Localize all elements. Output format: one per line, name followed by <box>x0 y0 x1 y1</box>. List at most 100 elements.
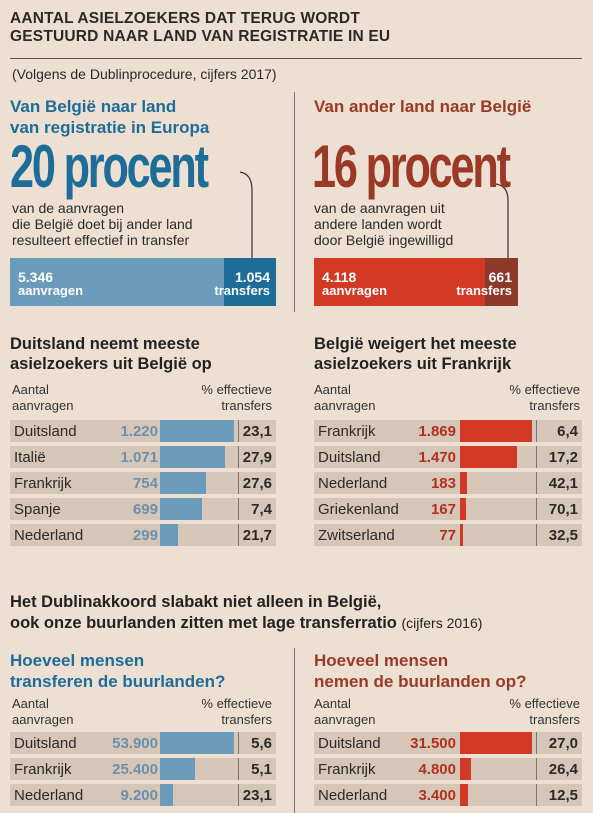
left-mid-heading: Duitsland neemt meeste asielzoekers uit … <box>10 334 212 374</box>
left-top-requests-bar <box>10 258 224 306</box>
left-mid-heading-line-2: asielzoekers uit België op <box>10 355 212 373</box>
right-bottom-col2-line-1: % effectieve <box>509 696 580 711</box>
request-count: 4.800 <box>418 761 456 778</box>
right-top-requests-bar <box>314 258 485 306</box>
left-bottom-col1-line-2: aanvragen <box>12 712 74 727</box>
country-name: Griekenland <box>318 501 399 518</box>
transfer-percentage: 5,1 <box>251 761 272 778</box>
right-bottom-heading: Hoeveel mensen nemen de buurlanden op? <box>314 650 527 692</box>
left-top-big-number: 20 procent <box>10 133 209 200</box>
left-bottom-col2: % effectieve transfers <box>172 696 272 728</box>
request-count: 1.470 <box>418 449 456 466</box>
mid-banner: Het Dublinakkoord slabakt niet alleen in… <box>10 592 482 634</box>
left-bottom-heading: Hoeveel mensen transferen de buurlanden? <box>10 650 225 692</box>
bar <box>460 420 532 442</box>
table-row: Frankrijk 1.869 6,4 <box>314 420 582 442</box>
country-name: Frankrijk <box>14 475 72 492</box>
request-count: 183 <box>430 475 456 492</box>
request-count: 754 <box>132 475 158 492</box>
right-bottom-heading-line-1: Hoeveel mensen <box>314 651 449 670</box>
right-mid-col2-line-1: % effectieve <box>509 382 580 397</box>
column-separator <box>238 732 239 754</box>
column-separator <box>238 498 239 520</box>
left-mid-col2-line-2: transfers <box>221 398 272 413</box>
column-separator <box>238 524 239 546</box>
table-row: Italië 1.071 27,9 <box>10 446 276 468</box>
left-mid-col1-line-1: Aantal <box>12 382 49 397</box>
country-name: Nederland <box>318 787 388 804</box>
left-mid-col2-line-1: % effectieve <box>201 382 272 397</box>
bar <box>160 446 225 468</box>
transfer-percentage: 32,5 <box>548 527 578 544</box>
country-name: Duitsland <box>318 735 381 752</box>
column-separator <box>536 732 537 754</box>
bar <box>160 472 206 494</box>
left-top-heading: Van België naar land van registratie in … <box>10 96 209 138</box>
table-row: Griekenland 167 70,1 <box>314 498 582 520</box>
column-separator <box>536 758 537 780</box>
right-mid-heading-line-2: asielzoekers uit Frankrijk <box>314 355 512 373</box>
left-top-bar: 5.346 aanvragen 1.054 transfers <box>10 258 276 306</box>
left-top-description: van de aanvragen die België doet bij and… <box>12 200 193 248</box>
right-top-transfers-value: 661 <box>488 269 512 285</box>
right-mid-col2: % effectieve transfers <box>478 382 580 414</box>
bar <box>160 420 234 442</box>
mid-banner-line-2-main: ook onze buurlanden zitten met lage tran… <box>10 614 397 632</box>
right-top-transfers-label: 661 transfers <box>456 270 512 298</box>
right-bottom-col2-line-2: transfers <box>529 712 580 727</box>
left-mid-col1-line-2: aanvragen <box>12 398 74 413</box>
right-top-desc-line-3: door België ingewilligd <box>314 232 454 248</box>
bar <box>460 472 467 494</box>
left-top-desc-line-1: van de aanvragen <box>12 200 125 216</box>
left-top-requests-text: aanvragen <box>18 283 84 298</box>
table-row: Duitsland 31.500 27,0 <box>314 732 582 754</box>
left-bottom-col1: Aantal aanvragen <box>12 696 73 728</box>
left-top-desc-line-2: die België doet bij ander land <box>12 216 193 232</box>
left-bottom-col2-line-2: transfers <box>221 712 272 727</box>
right-top-requests-label: 4.118 aanvragen <box>322 270 387 298</box>
mid-banner-line-1: Het Dublinakkoord slabakt niet alleen in… <box>10 593 382 611</box>
country-name: Italië <box>14 449 46 466</box>
transfer-percentage: 26,4 <box>548 761 578 778</box>
right-bottom-heading-line-2: nemen de buurlanden op? <box>314 672 527 691</box>
right-mid-col1: Aantal aanvragen <box>314 382 375 414</box>
right-bottom-col2: % effectieve transfers <box>478 696 580 728</box>
column-separator <box>238 446 239 468</box>
right-mid-heading: België weigert het meeste asielzoekers u… <box>314 334 517 374</box>
title-rule <box>10 58 582 59</box>
left-top-transfers-value: 1.054 <box>234 269 270 285</box>
column-separator <box>536 524 537 546</box>
table-row: Frankrijk 754 27,6 <box>10 472 276 494</box>
bar <box>460 732 532 754</box>
request-count: 699 <box>132 501 158 518</box>
transfer-percentage: 27,9 <box>242 449 272 466</box>
left-top-heading-line-2: van registratie in Europa <box>10 118 210 137</box>
request-count: 77 <box>439 527 456 544</box>
country-name: Duitsland <box>14 735 77 752</box>
right-connector <box>495 183 509 262</box>
right-mid-col1-line-1: Aantal <box>314 382 351 397</box>
country-name: Frankrijk <box>14 761 72 778</box>
country-name: Nederland <box>318 475 388 492</box>
column-separator <box>238 472 239 494</box>
table-row: Spanje 699 7,4 <box>10 498 276 520</box>
bar <box>160 758 195 780</box>
right-top-heading: Van ander land naar België <box>314 97 532 116</box>
right-top-big-number: 16 procent <box>312 133 511 200</box>
transfer-percentage: 21,7 <box>242 527 272 544</box>
table-row: Duitsland 1.470 17,2 <box>314 446 582 468</box>
main-title-line-1: AANTAL ASIELZOEKERS DAT TERUG WORDT <box>10 10 360 27</box>
transfer-percentage: 27,6 <box>242 475 272 492</box>
bar <box>460 784 468 806</box>
left-top-transfers-text: transfers <box>214 283 270 298</box>
right-top-requests-value: 4.118 <box>322 269 357 285</box>
right-bottom-col1-line-1: Aantal <box>314 696 351 711</box>
transfer-percentage: 23,1 <box>242 423 272 440</box>
transfer-percentage: 27,0 <box>548 735 578 752</box>
country-name: Frankrijk <box>318 423 376 440</box>
table-row: Zwitserland 77 32,5 <box>314 524 582 546</box>
right-top-desc-line-1: van de aanvragen uit <box>314 200 445 216</box>
country-name: Zwitserland <box>318 527 395 544</box>
